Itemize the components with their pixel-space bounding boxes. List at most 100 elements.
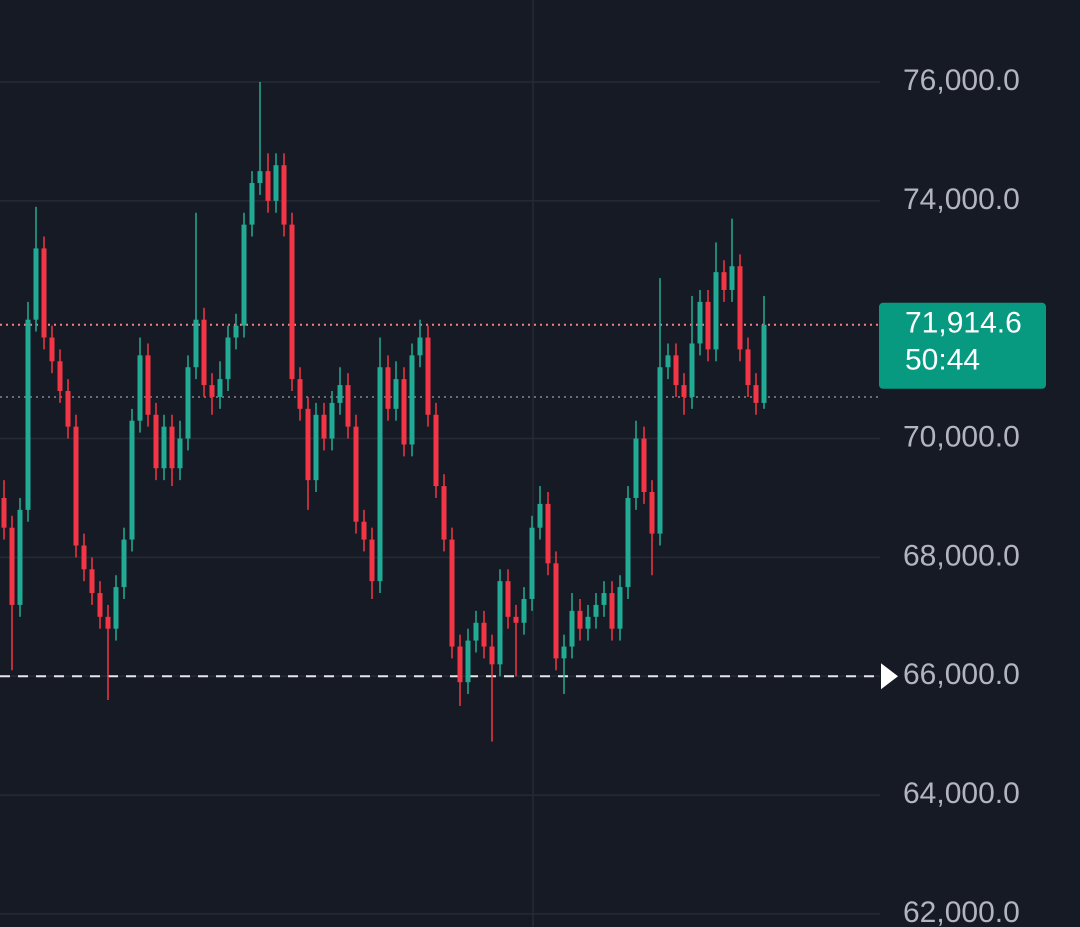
candle-body (721, 272, 727, 290)
candle-body (585, 616, 591, 629)
candle-body (137, 355, 143, 421)
candle-body (513, 616, 519, 623)
candle-body (489, 646, 495, 665)
candle-body (433, 414, 439, 487)
candle-body (681, 385, 687, 397)
reference-lines (0, 323, 898, 690)
candle-body (273, 165, 279, 201)
candle-body (345, 385, 351, 427)
candle-body (497, 581, 503, 665)
candle-body (73, 426, 79, 546)
candle-body (361, 521, 367, 540)
candle-body (89, 569, 95, 594)
y-tick-label: 74,000.0 (903, 183, 1020, 216)
candle-body (561, 646, 567, 659)
candle-body (265, 171, 271, 201)
candle-body (473, 622, 479, 641)
candle-body (545, 503, 551, 564)
candle-body (185, 367, 191, 439)
y-tick-label: 76,000.0 (903, 64, 1020, 97)
candle-body (385, 367, 391, 409)
candle-body (401, 379, 407, 445)
candle-body (289, 224, 295, 380)
candle-body (297, 379, 303, 409)
candle-body (521, 598, 527, 623)
candle-body (129, 420, 135, 540)
candle-body (1, 497, 7, 528)
candle-body (537, 503, 543, 528)
candle-body (529, 527, 535, 599)
candle-body (121, 539, 127, 588)
candle-body (569, 610, 575, 647)
candle-body (105, 616, 111, 629)
y-tick-label: 64,000.0 (903, 777, 1020, 810)
candle-body (57, 361, 63, 392)
candle-body (465, 640, 471, 683)
price-axis: 62,000.0 64,000.0 66,000.0 68,000.0 70,000.0… (879, 64, 1046, 927)
last-price-box (879, 302, 1046, 389)
candle-body (593, 604, 599, 617)
candle-body (257, 171, 263, 184)
candle-body (369, 539, 375, 582)
candle-body (49, 337, 55, 362)
candle-body (745, 349, 751, 386)
candle-body (337, 385, 343, 403)
candle-body (161, 426, 167, 469)
candle-body (81, 545, 87, 570)
candle-body (753, 385, 759, 403)
last-price-label: 71,914.6 (905, 307, 1022, 340)
candle-body (697, 301, 703, 344)
alert-marker (881, 663, 898, 690)
candle-body (97, 593, 103, 617)
candle-body (353, 426, 359, 522)
candle-body (169, 426, 175, 469)
candle-body (9, 527, 15, 605)
candle-body (601, 593, 607, 605)
candles (1, 82, 767, 742)
candle-body (145, 355, 151, 415)
candle-body (633, 438, 639, 498)
candle-body (65, 391, 71, 427)
candle-body (457, 646, 463, 683)
candle-body (617, 587, 623, 629)
candle-body (737, 266, 743, 350)
candle-body (673, 355, 679, 386)
candle-body (609, 593, 615, 629)
candle-body (417, 337, 423, 356)
countdown-label: 50:44 (905, 344, 980, 377)
candle-body (241, 224, 247, 326)
candle-body (321, 414, 327, 439)
y-tick-label: 70,000.0 (903, 420, 1020, 453)
candle-body (225, 337, 231, 380)
candle-body (313, 414, 319, 481)
candle-body (177, 438, 183, 469)
candle-body (233, 325, 239, 338)
candle-body (201, 319, 207, 386)
y-tick-label: 68,000.0 (903, 539, 1020, 572)
candle-body (329, 402, 335, 439)
candle-body (153, 414, 159, 469)
candle-body (281, 165, 287, 225)
candle-body (41, 248, 47, 338)
y-tick-label: 62,000.0 (903, 896, 1020, 927)
candle-body (193, 319, 199, 368)
candle-body (25, 319, 31, 510)
candle-body (713, 272, 719, 350)
candle-body (625, 497, 631, 588)
candle-body (441, 486, 447, 540)
y-tick-label: 66,000.0 (903, 658, 1020, 691)
candle-body (705, 301, 711, 350)
candle-body (33, 248, 39, 320)
candle-body (481, 622, 487, 647)
candle-body (505, 581, 511, 617)
candle-body (17, 509, 23, 605)
candle-body (689, 343, 695, 397)
candle-body (641, 438, 647, 493)
candle-body (393, 379, 399, 409)
candle-body (729, 266, 735, 290)
candle-body (409, 355, 415, 445)
candle-body (761, 324, 767, 403)
candle-body (249, 183, 255, 225)
